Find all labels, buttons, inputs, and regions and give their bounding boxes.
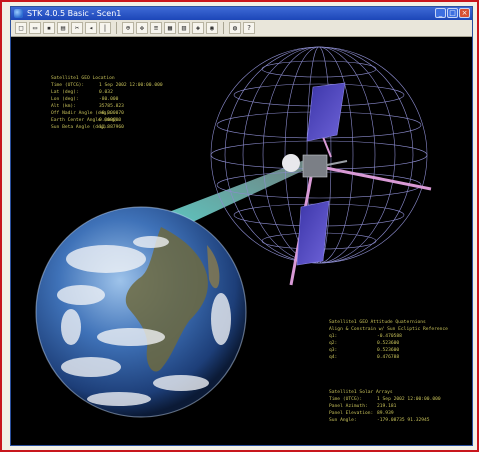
panel-label: Time (UTCG): (329, 397, 363, 402)
panel-label: Lat (deg): (51, 90, 79, 95)
window-controls: _ □ × (435, 8, 470, 18)
view-icon[interactable]: ◉ (206, 22, 218, 34)
help-icon[interactable]: ? (243, 22, 255, 34)
open-icon[interactable]: ▭ (29, 22, 41, 34)
panel-label: q3: (329, 348, 338, 353)
panel-value: -80.000 (99, 97, 119, 102)
minimize-button[interactable]: _ (435, 8, 446, 18)
panel-value: 0.032 (99, 90, 113, 95)
graph-icon[interactable]: ▦ (164, 22, 176, 34)
panel-label: q2: (329, 341, 338, 346)
panel-label: Panel Azimuth: (329, 404, 368, 409)
panel-title: Satellite1 GEO Attitude Quaternions (329, 320, 426, 325)
map-icon[interactable]: ◈ (192, 22, 204, 34)
panel-label: Lon (deg): (51, 97, 79, 102)
earth-globe (35, 206, 247, 418)
panel-label: Panel Elevation: (329, 411, 374, 416)
panel-label: q4: (329, 355, 338, 360)
panel-value: 1 Sep 2002 12:00:00.000 (99, 83, 163, 88)
panel-value: 0.523600 (377, 348, 400, 353)
new-icon[interactable]: □ (15, 22, 27, 34)
app-window: STK 4.0.5 Basic - Scen1 _ □ × □ ▭ ▪ ▤ ✂ … (10, 6, 473, 446)
solar-arrays-panel: Satellite1 Solar Arrays Time (UTCG): 1 Se… (329, 389, 441, 424)
panel-label: Time (UTCG): (51, 83, 85, 88)
panel-value: 11.887960 (99, 125, 124, 130)
3d-viewport[interactable]: Satellite1 GEO Location Time (UTCG): 1 Se… (11, 37, 472, 445)
panel-label: Off Nadir Angle (deg): (51, 111, 112, 116)
panel-label: Earth Center Angle (deg): (51, 118, 121, 123)
maximize-button[interactable]: □ (447, 8, 458, 18)
geo-location-panel: Satellite1 GEO Location Time (UTCG): 1 Se… (51, 75, 163, 131)
panel-subtitle: Align & Constrain w/ Sun Ecliptic Refere… (329, 327, 448, 332)
panel-title: Satellite1 Solar Arrays (329, 390, 393, 395)
panel-value: 89.939 (377, 411, 394, 416)
close-button[interactable]: × (459, 8, 470, 18)
zoom-icon[interactable]: ⊕ (122, 22, 134, 34)
panel-value: 219.181 (377, 404, 397, 409)
panel-label: q1: (329, 334, 338, 339)
panel-value: 0.476788 (377, 355, 400, 360)
panel-value: -179.08735 91.32945 (377, 418, 430, 423)
reset-icon[interactable]: | (99, 22, 111, 34)
properties-icon[interactable]: ≡ (150, 22, 162, 34)
report-icon[interactable]: ▥ (178, 22, 190, 34)
window-title: STK 4.0.5 Basic - Scen1 (27, 9, 122, 18)
panel-label: Sun Angle: (329, 418, 357, 423)
app-icon (14, 9, 23, 18)
scene-graphics (35, 46, 432, 418)
title-bar[interactable]: STK 4.0.5 Basic - Scen1 _ □ × (11, 7, 472, 20)
print-icon[interactable]: ▤ (57, 22, 69, 34)
panel-value: -0.000070 (99, 111, 124, 116)
panel-label: Sun Beta Angle (deg): (51, 125, 110, 130)
panel-value: 0.000000 (99, 118, 122, 123)
toolbar-separator (223, 22, 224, 34)
toolbar: □ ▭ ▪ ▤ ✂ ◂ | ⊕ ✥ ≡ ▦ ▥ ◈ ◉ ◍ ? (11, 20, 472, 37)
globe-icon[interactable]: ◍ (229, 22, 241, 34)
panel-title: Satellite1 GEO Location (51, 76, 115, 81)
panel-value: -0.470588 (377, 334, 402, 339)
pan-icon[interactable]: ✥ (136, 22, 148, 34)
panel-label: Alt (km): (51, 104, 76, 109)
toolbar-separator (116, 22, 117, 34)
panel-value: 1 Sep 2002 12:00:00.000 (377, 397, 441, 402)
sensor-beam (161, 159, 311, 233)
step-back-icon[interactable]: ◂ (85, 22, 97, 34)
panel-value: 35785.823 (99, 104, 124, 109)
satellite-model (282, 82, 432, 286)
save-icon[interactable]: ▪ (43, 22, 55, 34)
cut-icon[interactable]: ✂ (71, 22, 83, 34)
panel-value: 0.523600 (377, 341, 400, 346)
attitude-quaternions-panel: Satellite1 GEO Attitude Quaternions Alig… (329, 319, 448, 361)
